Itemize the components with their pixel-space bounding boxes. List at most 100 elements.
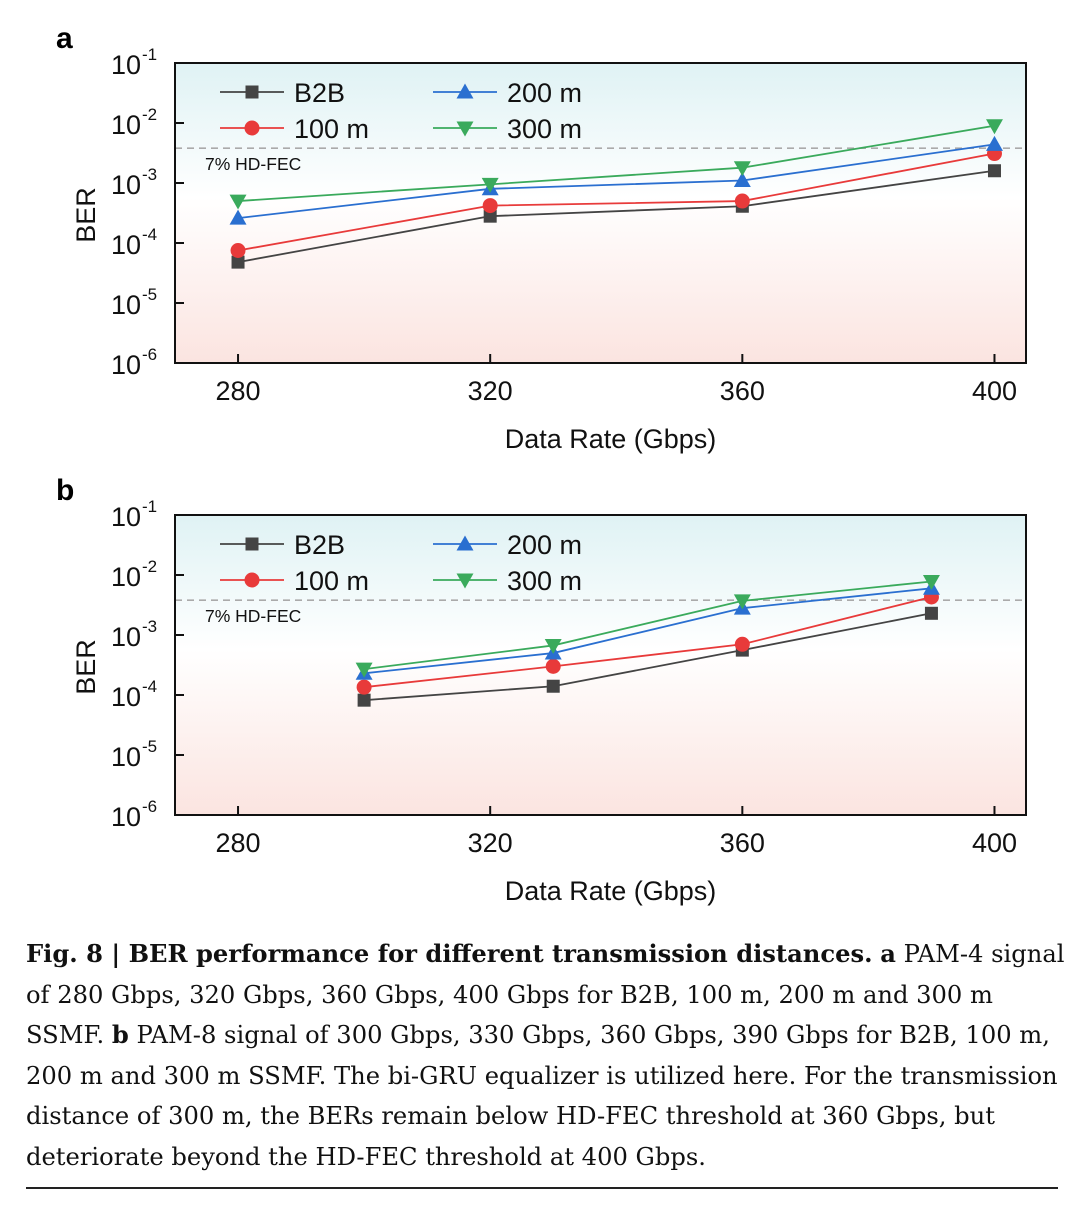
y-tick-exponent: -2 (142, 105, 157, 124)
threshold-label: 7% HD-FEC (205, 606, 301, 626)
data-point (545, 658, 561, 674)
data-point (357, 693, 371, 707)
series-line-b2b (237, 169, 995, 264)
data-point (229, 194, 247, 210)
data-point (483, 209, 497, 223)
legend-label: B2B (294, 78, 345, 108)
y-tick-base: 10 (111, 290, 141, 320)
data-point (355, 662, 373, 678)
x-tick-label: 280 (216, 828, 261, 858)
series-line-200-m (237, 143, 995, 219)
data-point (734, 636, 750, 652)
y-tick-exponent: -1 (142, 45, 157, 64)
y-tick-base: 10 (111, 742, 141, 772)
x-axis-label: Data Rate (Gbps) (505, 876, 717, 906)
y-tick-base: 10 (111, 802, 141, 832)
data-point (734, 193, 750, 209)
caption-part-a-label: a (880, 939, 896, 968)
data-point (986, 119, 1003, 135)
x-tick-label: 320 (468, 828, 513, 858)
legend-marker (456, 83, 474, 99)
data-point (922, 574, 940, 590)
data-point (733, 594, 751, 610)
caption-part-b-text: PAM-8 signal of 300 Gbps, 330 Gbps, 360 … (26, 1021, 1058, 1171)
legend-marker (244, 572, 260, 588)
plot-background (175, 63, 1026, 363)
data-point (229, 209, 247, 225)
legend-label: 200 m (507, 78, 582, 108)
legend-marker (456, 573, 474, 589)
data-point (733, 161, 751, 177)
x-tick-label: 360 (720, 376, 765, 406)
figure-caption: Fig. 8 | BER performance for different t… (26, 934, 1066, 1177)
legend-marker (245, 537, 259, 551)
legend-label: 100 m (294, 566, 369, 596)
x-tick-label: 360 (720, 828, 765, 858)
x-tick-label: 400 (972, 376, 1017, 406)
data-point (231, 255, 245, 269)
x-tick-label: 320 (468, 376, 513, 406)
plot-frame (174, 514, 1027, 816)
y-tick-exponent: -2 (142, 557, 157, 576)
data-point (482, 198, 498, 214)
x-axis-label: Data Rate (Gbps) (505, 424, 717, 454)
caption-figure-title: Fig. 8 | BER performance for different t… (26, 939, 873, 968)
y-tick-base: 10 (111, 110, 141, 140)
y-axis-label: BER (71, 639, 101, 695)
data-point (986, 135, 1003, 151)
x-tick-label: 280 (216, 376, 261, 406)
y-tick-base: 10 (111, 170, 141, 200)
y-tick-exponent: -6 (142, 345, 157, 364)
panel-label-b: b (56, 474, 75, 507)
legend-label: B2B (294, 530, 345, 560)
legend-label: 300 m (507, 566, 582, 596)
caption-divider (26, 1187, 1058, 1189)
y-tick-exponent: -3 (142, 617, 157, 636)
data-point (356, 679, 372, 695)
series-line-b2b (364, 612, 932, 702)
caption-part-a-text: PAM-4 signal of 280 Gbps, 320 Gbps, 360 … (26, 940, 1065, 1049)
plot-frame (174, 62, 1027, 364)
data-point (733, 172, 751, 187)
plot-background (175, 515, 1026, 815)
legend-marker (456, 535, 474, 551)
y-tick-exponent: -6 (142, 797, 157, 816)
y-tick-base: 10 (111, 350, 141, 380)
x-tick-label: 400 (972, 828, 1017, 858)
y-tick-base: 10 (111, 682, 141, 712)
data-point (230, 242, 246, 258)
legend-label: 100 m (294, 114, 369, 144)
y-tick-base: 10 (111, 502, 141, 532)
panel-label-a: a (56, 22, 73, 55)
data-point (546, 679, 560, 693)
y-tick-exponent: -1 (142, 497, 157, 516)
data-point (544, 638, 562, 654)
data-point (481, 177, 499, 193)
legend-label: 200 m (507, 530, 582, 560)
y-tick-base: 10 (111, 622, 141, 652)
legend-marker (245, 85, 259, 99)
legend-marker (244, 120, 260, 136)
y-tick-exponent: -3 (142, 165, 157, 184)
legend-marker (456, 121, 474, 137)
y-tick-base: 10 (111, 230, 141, 260)
data-point (987, 164, 1001, 178)
series-line-200-m (364, 587, 932, 675)
y-tick-exponent: -5 (142, 285, 157, 304)
data-point (924, 606, 938, 620)
threshold-label: 7% HD-FEC (205, 154, 301, 174)
series-line-300-m (363, 580, 932, 671)
legend-label: 300 m (507, 114, 582, 144)
y-axis-label: BER (71, 187, 101, 243)
y-tick-exponent: -5 (142, 737, 157, 756)
y-tick-base: 10 (111, 562, 141, 592)
y-tick-exponent: -4 (142, 677, 157, 696)
series-line-100-m (364, 596, 932, 689)
series-line-300-m (237, 124, 995, 202)
series-line-100-m (237, 152, 995, 252)
caption-part-b-label: b (111, 1020, 129, 1049)
y-tick-exponent: -4 (142, 225, 157, 244)
y-tick-base: 10 (111, 50, 141, 80)
